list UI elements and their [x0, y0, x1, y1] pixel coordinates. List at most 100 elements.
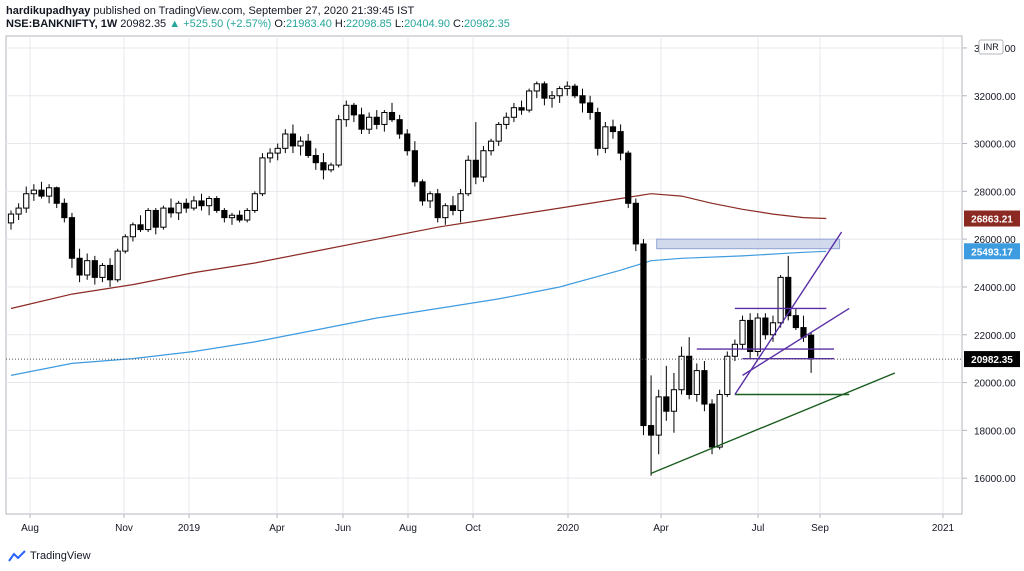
candle-body: [381, 111, 388, 125]
candle-body: [46, 187, 53, 197]
candle-body: [731, 343, 738, 357]
y-tick-label: 22000.00: [974, 331, 1016, 342]
candle-body: [297, 140, 304, 147]
price-label-text: 26863.21: [971, 215, 1013, 226]
candle-body: [564, 85, 571, 90]
x-tick-label: Aug: [21, 523, 39, 534]
y-tick-label: 32000.00: [974, 92, 1016, 103]
candle-body: [388, 111, 396, 121]
price-label-box: [964, 210, 1020, 227]
candle-body: [808, 334, 815, 360]
candle-body: [76, 257, 83, 276]
x-tick-label: Sep: [811, 523, 829, 534]
candle-body: [602, 126, 609, 149]
candle-body: [213, 198, 220, 211]
candle-body: [274, 147, 281, 154]
candle-body: [541, 83, 548, 99]
currency-badge-label: INR: [983, 42, 999, 52]
trend-line: [650, 372, 896, 475]
candle-body: [282, 133, 289, 149]
candle-body: [472, 159, 479, 178]
candle-body: [548, 95, 556, 99]
close-label: C:: [453, 18, 465, 30]
candle-body: [693, 370, 700, 396]
x-tick-label: Apr: [653, 523, 669, 534]
candle-body: [579, 95, 586, 104]
candle-body: [655, 396, 662, 436]
price-change: +525.50 (+2.57%): [183, 18, 272, 30]
candle-body: [15, 207, 22, 215]
candle-body: [251, 193, 258, 211]
candle-body: [762, 317, 769, 336]
candle-body: [358, 114, 365, 130]
x-tick-label: Oct: [465, 523, 481, 534]
candle-body: [366, 116, 373, 130]
candle-body: [716, 394, 723, 448]
candle-body: [228, 214, 236, 219]
plot-area: [5, 35, 963, 515]
candle-body: [708, 403, 716, 448]
candle-body: [465, 159, 472, 195]
candle-body: [632, 202, 639, 245]
candle-body: [91, 260, 98, 278]
candle-body: [427, 193, 434, 202]
candle-body: [518, 107, 525, 111]
x-tick-label: Jul: [752, 523, 765, 534]
candle-body: [327, 164, 335, 171]
resistance-zone: [656, 238, 841, 250]
moving-average-blue: [10, 250, 827, 376]
last-price: 20982.35: [120, 18, 167, 30]
moving-average-red: [10, 193, 827, 310]
candle-body: [526, 90, 533, 111]
candle-body: [335, 119, 342, 166]
candle-body: [396, 119, 403, 135]
candle-body: [160, 207, 167, 228]
candle-body: [30, 189, 37, 195]
candle-body: [373, 116, 380, 125]
candle-body: [266, 152, 274, 159]
publish-line: hardikupadhyay published on TradingView.…: [6, 5, 414, 17]
candle-body: [434, 193, 441, 219]
candle-body: [625, 152, 632, 204]
y-tick-label: 30000.00: [974, 140, 1016, 151]
candle-body: [503, 116, 510, 125]
candle-body: [190, 200, 197, 209]
candle-body: [7, 213, 15, 224]
x-tick-label: 2020: [557, 523, 580, 534]
low-label: L:: [394, 18, 405, 30]
candle-body: [198, 200, 205, 207]
publish-text: published on TradingView.com, September …: [93, 5, 415, 17]
candle-body: [137, 224, 144, 231]
candle-body: [670, 389, 678, 412]
x-tick-label: Nov: [115, 523, 133, 534]
trend-line: [742, 307, 850, 376]
x-tick-label: Jun: [335, 523, 351, 534]
candle-body: [244, 209, 251, 221]
y-tick-label: 24000.00: [974, 283, 1016, 294]
candle-body: [739, 319, 746, 345]
x-tick-label: 2021: [932, 523, 955, 534]
candle-body: [350, 104, 357, 116]
candle-body: [442, 205, 449, 219]
x-tick-label: Aug: [399, 523, 417, 534]
candle-body: [487, 140, 495, 152]
price-label-text: 20982.35: [971, 355, 1013, 366]
high-value: 22098.85: [345, 18, 392, 30]
price-label-text: 25493.17: [971, 247, 1013, 258]
candle-body: [701, 370, 708, 405]
candle-body: [663, 396, 670, 412]
candle-body: [617, 131, 624, 154]
candle-body: [480, 150, 487, 178]
candle-body: [84, 260, 91, 276]
symbol-name[interactable]: NSE:BANKNIFTY, 1W: [6, 18, 118, 30]
footer-brand[interactable]: TradingView: [30, 550, 91, 562]
tradingview-logo-icon: [8, 550, 26, 562]
author-name[interactable]: hardikupadhyay: [6, 5, 91, 17]
candle-body: [571, 85, 578, 97]
y-tick-label: 16000.00: [974, 474, 1016, 485]
candle-body: [38, 189, 45, 197]
x-tick-label: 2019: [178, 523, 201, 534]
candle-body: [647, 425, 655, 436]
candle-body: [183, 202, 190, 209]
